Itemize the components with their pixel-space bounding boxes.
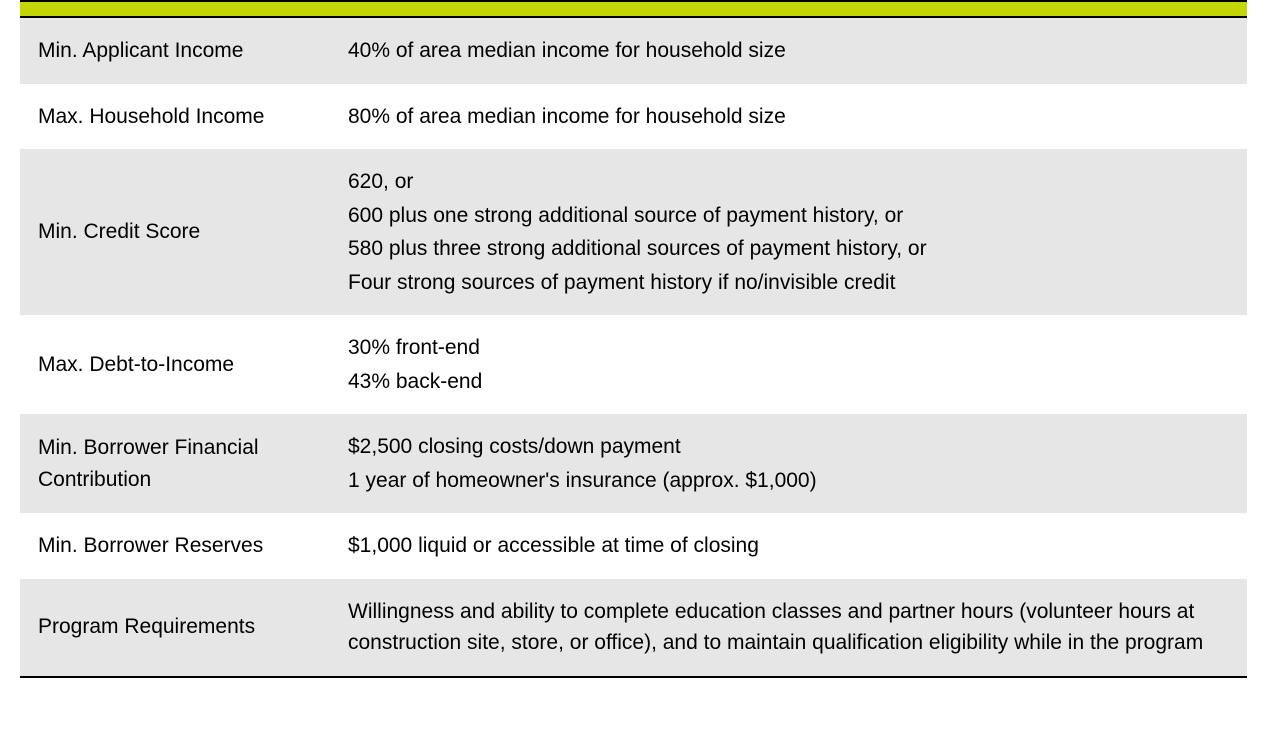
value-line: 40% of area median income for household … — [348, 34, 1229, 68]
row-value: 80% of area median income for household … — [330, 84, 1247, 150]
table-row: Min. Applicant Income 40% of area median… — [20, 18, 1247, 84]
value-line: 600 plus one strong additional source of… — [348, 199, 1229, 233]
table-row: Program Requirements Willingness and abi… — [20, 579, 1247, 677]
row-value: 620, or 600 plus one strong additional s… — [330, 149, 1247, 315]
row-label: Max. Debt-to-Income — [20, 315, 330, 414]
accent-bar — [20, 0, 1247, 18]
value-line: 580 plus three strong additional sources… — [348, 232, 1229, 266]
value-line: 1 year of homeowner's insurance (approx.… — [348, 464, 1229, 498]
row-label: Program Requirements — [20, 579, 330, 677]
row-label: Min. Credit Score — [20, 149, 330, 315]
value-line: $1,000 liquid or accessible at time of c… — [348, 529, 1229, 563]
row-label: Min. Applicant Income — [20, 18, 330, 84]
value-line: $2,500 closing costs/down payment — [348, 430, 1229, 464]
table-row: Min. Borrower Financial Contribution $2,… — [20, 414, 1247, 513]
requirements-table: Min. Applicant Income 40% of area median… — [20, 18, 1247, 678]
row-label: Min. Borrower Reserves — [20, 513, 330, 579]
value-line: 80% of area median income for household … — [348, 100, 1229, 134]
row-value: 30% front-end 43% back-end — [330, 315, 1247, 414]
row-value: $2,500 closing costs/down payment 1 year… — [330, 414, 1247, 513]
table-row: Max. Debt-to-Income 30% front-end 43% ba… — [20, 315, 1247, 414]
row-label: Min. Borrower Financial Contribution — [20, 414, 330, 513]
value-line: Willingness and ability to complete educ… — [348, 595, 1229, 660]
value-line: Four strong sources of payment history i… — [348, 266, 1229, 300]
row-value: 40% of area median income for household … — [330, 18, 1247, 84]
table-row: Max. Household Income 80% of area median… — [20, 84, 1247, 150]
table-row: Min. Borrower Reserves $1,000 liquid or … — [20, 513, 1247, 579]
row-label: Max. Household Income — [20, 84, 330, 150]
value-line: 43% back-end — [348, 365, 1229, 399]
value-line: 620, or — [348, 165, 1229, 199]
row-value: Willingness and ability to complete educ… — [330, 579, 1247, 677]
row-value: $1,000 liquid or accessible at time of c… — [330, 513, 1247, 579]
value-line: 30% front-end — [348, 331, 1229, 365]
table-row: Min. Credit Score 620, or 600 plus one s… — [20, 149, 1247, 315]
